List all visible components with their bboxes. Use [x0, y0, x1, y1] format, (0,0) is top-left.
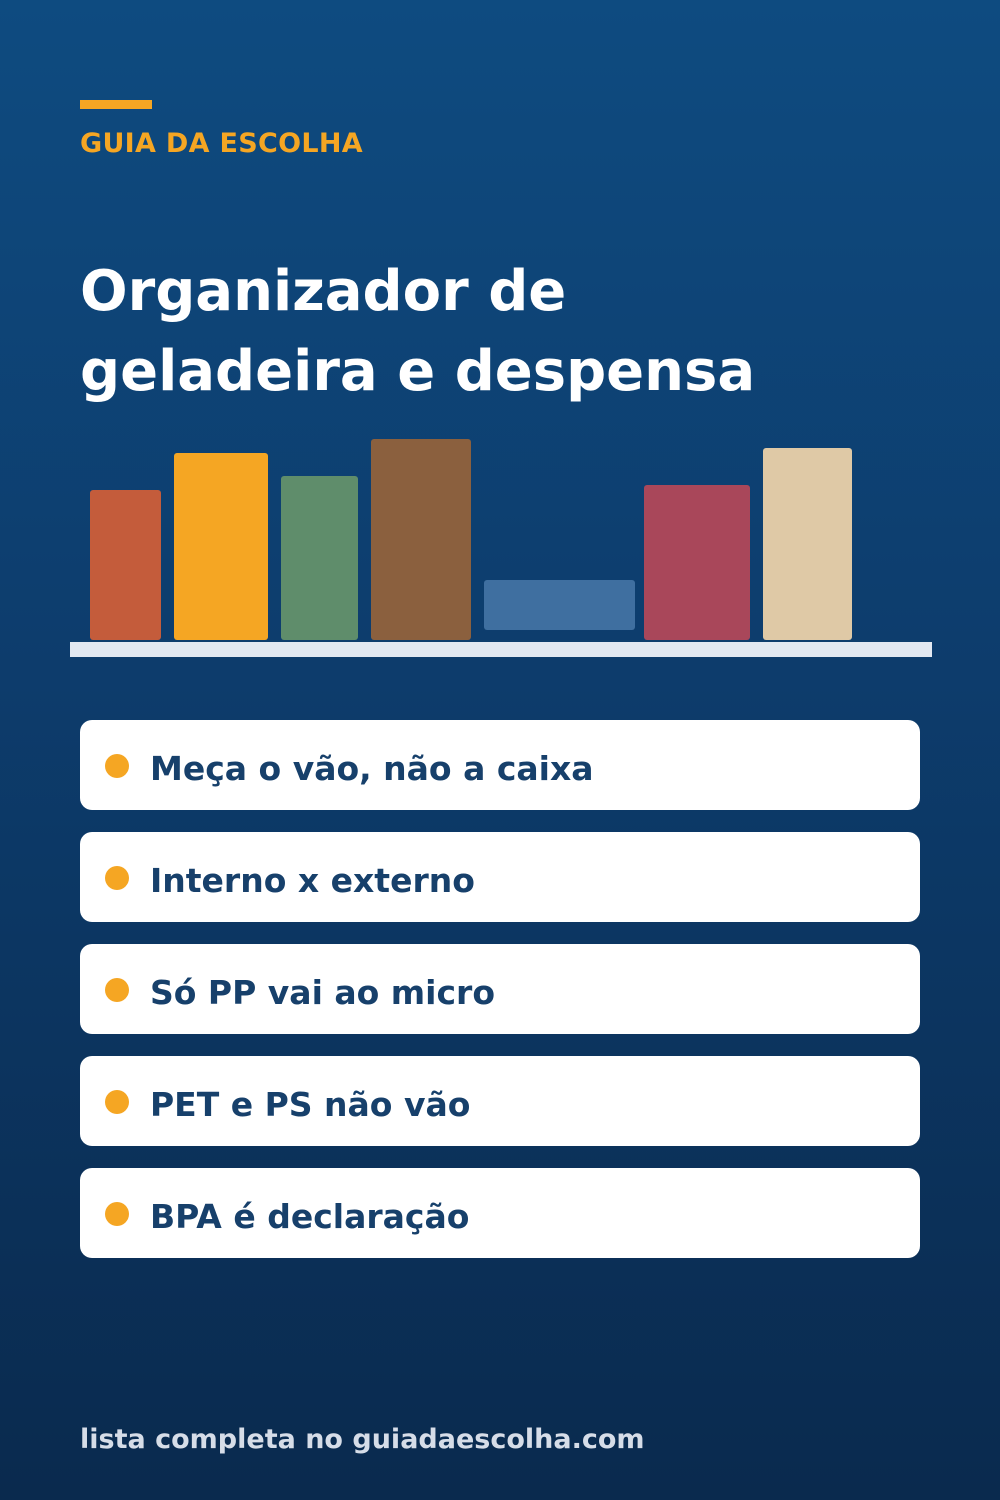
page-title: Organizador de geladeira e despensa — [80, 252, 755, 412]
shelf-illustration — [70, 439, 932, 657]
title-line-1: Organizador de — [80, 259, 567, 324]
bullet-dot-icon — [105, 866, 129, 890]
container-brown — [371, 439, 471, 640]
bullet-dot-icon — [105, 978, 129, 1002]
container-blue-low — [484, 580, 635, 630]
container-yellow — [174, 453, 268, 640]
tip-card-1: Meça o vão, não a caixa — [80, 720, 920, 810]
bullet-dot-icon — [105, 1090, 129, 1114]
brand-label: GUIA DA ESCOLHA — [80, 128, 363, 159]
container-beige — [763, 448, 852, 640]
tip-card-2: Interno x externo — [80, 832, 920, 922]
tip-text: Só PP vai ao micro — [150, 973, 496, 1012]
tip-text: PET e PS não vão — [150, 1085, 471, 1124]
tip-text: Meça o vão, não a caixa — [150, 749, 594, 788]
container-green — [281, 476, 358, 640]
title-line-2: geladeira e despensa — [80, 339, 756, 404]
tip-card-5: BPA é declaração — [80, 1168, 920, 1258]
container-red — [90, 490, 161, 640]
shelf — [70, 642, 932, 657]
tip-card-3: Só PP vai ao micro — [80, 944, 920, 1034]
tip-text: Interno x externo — [150, 861, 475, 900]
container-crimson — [644, 485, 750, 640]
footer-link-text: lista completa no guiadaescolha.com — [80, 1424, 645, 1455]
tip-text: BPA é declaração — [150, 1197, 470, 1236]
bullet-dot-icon — [105, 754, 129, 778]
bullet-dot-icon — [105, 1202, 129, 1226]
tip-card-4: PET e PS não vão — [80, 1056, 920, 1146]
accent-bar — [80, 100, 152, 109]
